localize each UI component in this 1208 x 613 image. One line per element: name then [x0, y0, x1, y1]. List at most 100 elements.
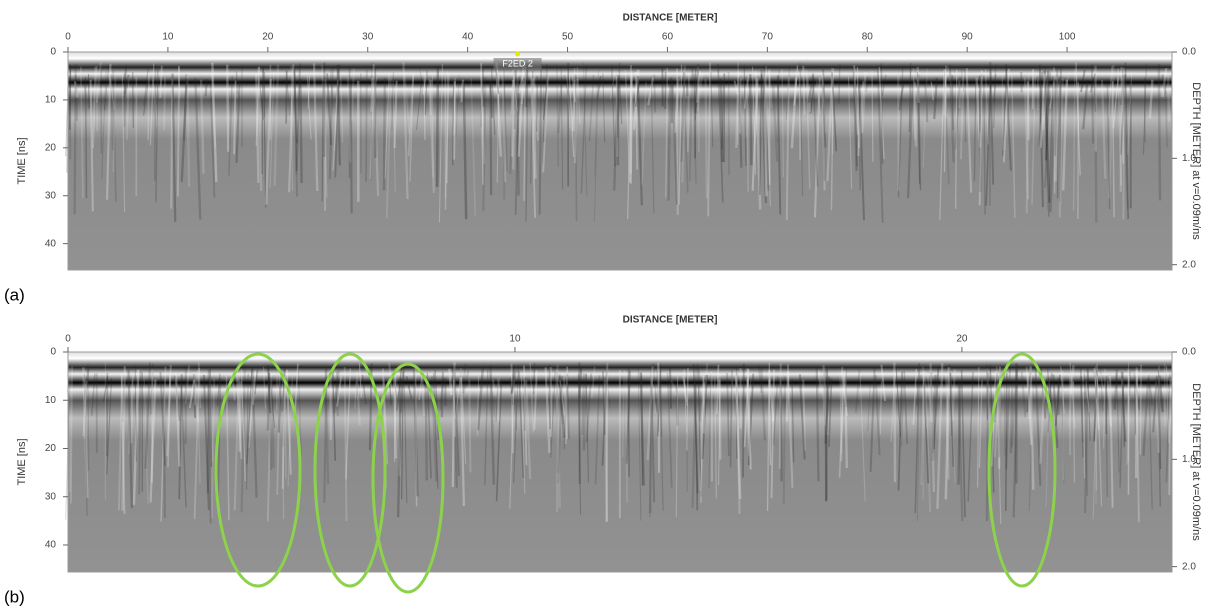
x-tick-label: 10	[509, 334, 521, 345]
y2-tick-label: 0.0	[1182, 47, 1196, 58]
radargram-texture	[549, 365, 550, 430]
radargram-texture	[990, 69, 991, 206]
radargram-texture	[1004, 370, 1005, 455]
radargram-texture	[826, 369, 827, 502]
radargram-texture	[1128, 376, 1129, 495]
x-tick-label: 20	[956, 334, 968, 345]
radargram-texture	[366, 70, 367, 182]
radargram-texture	[155, 64, 156, 180]
radargram-texture	[227, 65, 228, 152]
x-tick-label: 0	[65, 334, 71, 345]
x-tick-label: 90	[962, 32, 974, 43]
radargram-texture	[371, 78, 372, 112]
radargram-texture	[1092, 64, 1093, 143]
radargram-texture	[133, 72, 134, 128]
radargram-texture	[1159, 64, 1160, 200]
radargram-texture	[894, 363, 895, 483]
radargram-texture	[101, 65, 102, 154]
radargram-texture	[1168, 75, 1169, 121]
radargram-texture	[959, 381, 961, 485]
x-axis-title: DISTANCE [METER]	[623, 315, 718, 326]
radargram-texture	[469, 380, 470, 473]
radargram-texture	[1011, 380, 1013, 454]
radargram-texture	[784, 377, 785, 505]
y-axis-title: TIME [ns]	[16, 438, 28, 485]
y-tick-label: 30	[45, 190, 57, 201]
panel-label: (b)	[4, 587, 25, 606]
y-tick-label: 10	[45, 95, 57, 106]
radargram-texture	[915, 82, 916, 147]
annotation-marker	[515, 52, 520, 57]
radargram-texture	[654, 75, 655, 113]
radargram-texture	[832, 68, 833, 154]
x-tick-label: 10	[162, 32, 174, 43]
radargram-texture	[240, 381, 241, 451]
x-tick-label: 30	[362, 32, 374, 43]
radargram-texture	[687, 81, 688, 97]
radargram-texture	[706, 79, 707, 198]
radargram-texture	[442, 372, 443, 418]
radargram-texture	[699, 369, 700, 422]
y2-axis-title: DEPTH [METER] at v=0.09m/ns	[1190, 82, 1202, 240]
annotation: F2ED 2	[502, 58, 533, 68]
x-tick-label: 80	[862, 32, 874, 43]
radargram-texture	[300, 79, 301, 183]
radargram-texture	[139, 371, 140, 494]
radargram-panel	[66, 352, 1172, 572]
y2-tick-label: 2.0	[1182, 259, 1196, 270]
radargram-texture	[839, 64, 840, 104]
y-tick-label: 10	[45, 395, 57, 406]
radargram-texture	[437, 66, 438, 187]
radargram-texture	[740, 78, 741, 134]
y-tick-label: 20	[45, 142, 57, 153]
y-axis-title: TIME [ns]	[16, 137, 28, 184]
radargram-texture	[670, 368, 671, 408]
y-tick-label: 0	[50, 347, 56, 358]
x-tick-label: 0	[65, 32, 71, 43]
radargram-texture	[1127, 368, 1128, 464]
radargram-texture	[626, 371, 627, 503]
radargram-texture	[965, 69, 966, 142]
y-tick-label: 20	[45, 443, 57, 454]
radargram-texture	[1135, 380, 1136, 434]
radargram-texture	[743, 364, 744, 478]
radargram-texture	[164, 77, 165, 129]
radargram-texture	[780, 363, 781, 469]
y-tick-label: 30	[45, 491, 57, 502]
radargram-texture	[71, 366, 72, 503]
radargram-texture	[669, 79, 671, 201]
radargram-texture	[918, 67, 919, 103]
radargram-texture	[695, 69, 696, 159]
x-tick-label: 100	[1059, 32, 1076, 43]
radargram-texture	[262, 66, 263, 174]
radargram-panel	[66, 52, 1172, 270]
radargram-texture	[720, 380, 721, 460]
radargram-texture	[426, 377, 427, 481]
y-tick-label: 40	[45, 238, 57, 249]
y2-tick-label: 2.0	[1182, 561, 1196, 572]
radargram-texture	[537, 76, 538, 131]
radargram-texture	[1006, 373, 1007, 511]
x-axis-title: DISTANCE [METER]	[623, 13, 718, 24]
radargram-texture	[75, 64, 76, 215]
radargram-texture	[628, 367, 629, 476]
radargram-texture	[481, 77, 482, 127]
y-tick-label: 0	[50, 47, 56, 58]
radargram-texture	[534, 363, 535, 395]
y-tick-label: 40	[45, 540, 57, 551]
radargram-texture	[803, 66, 804, 115]
radargram-texture	[1054, 67, 1055, 193]
y2-axis-title: DEPTH [METER] at v=0.09m/ns	[1190, 383, 1202, 541]
radargram-texture	[178, 66, 179, 196]
x-tick-label: 70	[762, 32, 774, 43]
radargram-texture	[582, 373, 583, 435]
radargram-texture	[432, 75, 433, 177]
radargram-texture	[1028, 82, 1029, 141]
panel-label: (a)	[4, 285, 25, 304]
radargram-texture	[512, 80, 513, 157]
radargram-texture	[526, 64, 527, 108]
radargram-texture	[1140, 365, 1141, 455]
y2-tick-label: 0.0	[1182, 347, 1196, 358]
radargram-texture	[88, 364, 89, 471]
